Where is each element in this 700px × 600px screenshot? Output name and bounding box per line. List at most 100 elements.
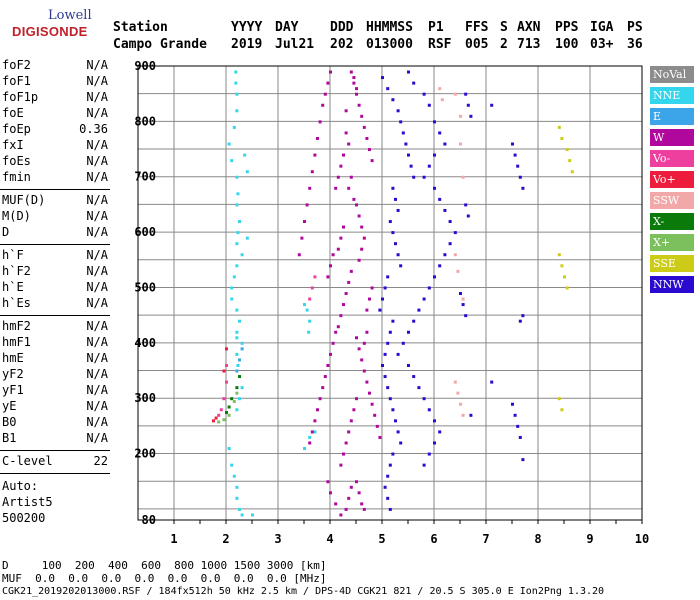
param-value: N/A (86, 431, 108, 445)
param-row: foF2 N/A (2, 58, 108, 74)
data-point-w (339, 164, 343, 168)
y-tick-label: 300 (134, 391, 156, 405)
data-point-vo- (313, 275, 317, 279)
data-point-vo- (225, 347, 228, 351)
param-value: N/A (86, 296, 108, 310)
data-point-nnw (396, 430, 400, 434)
param-name: C-level (2, 454, 53, 468)
header-row1-cell: FFS (465, 20, 489, 35)
param-row: C-level 22 (2, 454, 108, 470)
data-point-w (339, 314, 343, 318)
header-row1-cell: DDD (330, 20, 354, 35)
data-point-w (347, 280, 351, 284)
data-point-nnw (394, 197, 397, 201)
data-point-nnw (518, 175, 522, 179)
param-name: hmE (2, 351, 24, 365)
data-point-ssw (456, 269, 460, 273)
data-point-nne (238, 220, 241, 224)
data-point-vo- (222, 369, 226, 373)
y-tick-label: 500 (134, 280, 156, 294)
data-point-nnw (391, 231, 395, 235)
header-row2-cell: 013000 (366, 37, 413, 52)
data-point-nne (234, 70, 238, 74)
data-point-nnw (407, 330, 410, 334)
param-row: hmE N/A (2, 351, 108, 367)
data-point-ssw (461, 413, 465, 417)
data-point-x- (235, 386, 239, 390)
data-point-nnw (386, 87, 390, 91)
param-name: foEs (2, 154, 31, 168)
header-row1-cell: P1 (428, 20, 444, 35)
data-point-w (365, 308, 369, 312)
header-row1-cell: YYYY (231, 20, 263, 35)
data-point-nnw (427, 164, 431, 168)
header-row2-cell: 100 (555, 37, 579, 52)
data-point-nnw (490, 380, 494, 384)
data-point-w (321, 386, 325, 390)
param-row: foF1 N/A (2, 74, 108, 90)
data-point-w (355, 87, 358, 91)
data-point-nnw (386, 386, 390, 390)
data-point-w (349, 485, 353, 489)
header-row1-cell: AXN (517, 20, 541, 35)
data-point-nnw (461, 303, 465, 307)
x-tick-label: 5 (378, 532, 385, 546)
param-row: D N/A (2, 225, 108, 241)
logo-line1: Lowell (48, 8, 92, 23)
data-point-w (344, 131, 348, 135)
data-point-nne (251, 513, 254, 517)
data-point-nnw (464, 203, 468, 207)
data-point-x- (217, 420, 221, 424)
data-point-nnw (427, 452, 431, 456)
data-point-w (303, 220, 306, 224)
data-point-nnw (401, 341, 405, 345)
data-point-w (352, 197, 356, 201)
data-point-sse (557, 397, 561, 401)
data-point-nnw (521, 314, 525, 318)
data-point-sse (557, 125, 561, 129)
param-name: foE (2, 106, 24, 120)
data-point-nnw (404, 142, 408, 146)
data-point-w (368, 148, 371, 152)
data-point-ssw (459, 114, 462, 118)
data-point-nnw (412, 319, 416, 323)
data-point-vo- (212, 419, 215, 423)
data-point-w (310, 170, 314, 174)
data-point-nnw (386, 341, 390, 345)
data-point-w (347, 186, 351, 190)
data-point-nne (235, 330, 239, 334)
data-point-vo- (308, 297, 312, 301)
data-point-nnw (396, 352, 400, 356)
logo-line2: DIGISONDE (12, 24, 88, 39)
data-point-nne (235, 109, 239, 113)
data-point-vo- (310, 286, 314, 290)
data-point-w (357, 103, 361, 107)
auto-line2: Artist5 (2, 495, 53, 509)
data-point-nnw (381, 363, 384, 367)
data-point-w (310, 430, 314, 434)
y-tick-label: 600 (134, 225, 156, 239)
data-point-w (347, 430, 351, 434)
data-point-w (329, 264, 332, 268)
legend-item-nne: NNE (650, 87, 694, 104)
data-point-nnw (422, 175, 426, 179)
data-point-w (357, 214, 361, 218)
data-point-w (349, 419, 353, 423)
data-point-w (329, 70, 332, 74)
param-value: N/A (86, 90, 108, 104)
param-name: B1 (2, 431, 17, 445)
data-point-w (316, 136, 319, 140)
header-row1-cell: IGA (590, 20, 614, 35)
data-point-nne (305, 308, 309, 312)
legend-item-e: E (650, 108, 694, 125)
x-tick-label: 1 (170, 532, 177, 546)
param-name: foEp (2, 122, 31, 136)
data-point-nnw (422, 463, 426, 467)
param-row: h`E N/A (2, 280, 108, 296)
data-point-ssw (438, 87, 442, 91)
data-point-nnw (513, 413, 517, 417)
param-row: foEs N/A (2, 154, 108, 170)
data-point-nnw (433, 419, 436, 423)
data-point-nnw (511, 142, 514, 146)
param-value: N/A (86, 280, 108, 294)
